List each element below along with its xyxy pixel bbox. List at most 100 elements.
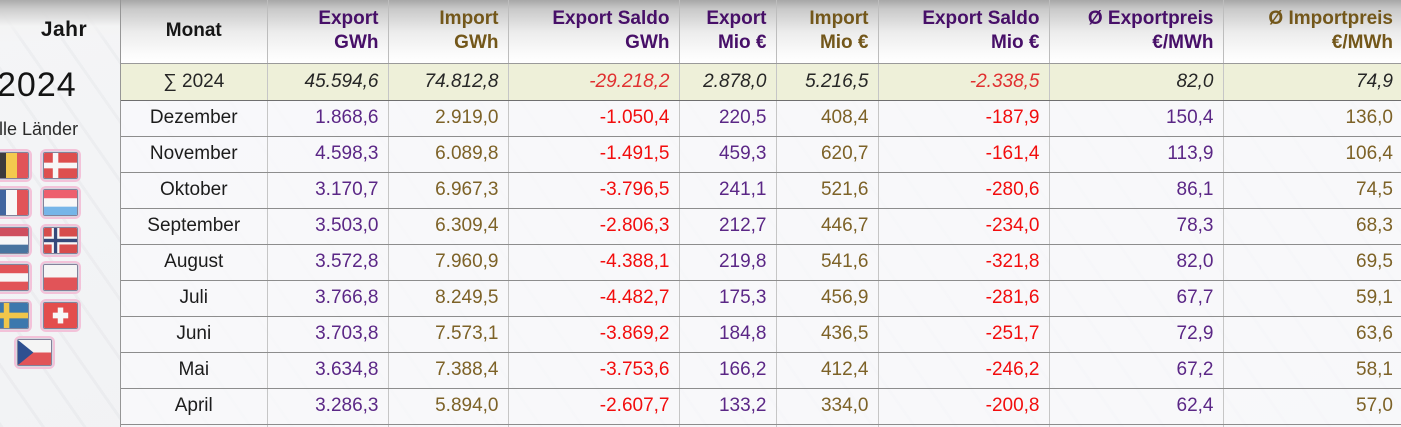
column-header-import-gwh[interactable]: Import GWh bbox=[387, 0, 508, 64]
table-cell: 241,1 bbox=[678, 172, 776, 209]
column-header-o-importpreis-mwh[interactable]: Ø Importpreis €/MWh bbox=[1222, 0, 1401, 64]
table-cell: 3.766,8 bbox=[266, 280, 388, 317]
country-flag-button-sweden[interactable] bbox=[0, 299, 32, 332]
month-label: Dezember bbox=[121, 100, 267, 137]
table-cell: 4.598,3 bbox=[266, 136, 388, 173]
table-cell bbox=[507, 424, 679, 427]
table-cell: -29.218,2 bbox=[507, 63, 679, 101]
month-label: Juni bbox=[121, 316, 267, 353]
table-cell: -2.607,7 bbox=[507, 388, 679, 425]
country-flag-button-netherlands[interactable] bbox=[0, 224, 32, 257]
table-cell: 219,8 bbox=[678, 244, 776, 281]
partial-next-row bbox=[121, 424, 1401, 427]
table-row-dezember: Dezember 1.868,6 2.919,0 -1.050,4 220,5 408,… bbox=[121, 100, 1401, 137]
table-cell: 456,9 bbox=[775, 280, 878, 317]
poland-flag-icon bbox=[43, 264, 78, 291]
belgium-flag-icon bbox=[0, 152, 29, 179]
column-header-export-mio[interactable]: Export Mio € bbox=[678, 0, 776, 64]
all-countries-option[interactable]: lle Länder bbox=[0, 119, 79, 139]
table-cell: 446,7 bbox=[775, 208, 878, 245]
table-cell: 136,0 bbox=[1222, 100, 1401, 137]
table-cell: 59,1 bbox=[1222, 280, 1401, 317]
table-cell: 6.089,8 bbox=[387, 136, 508, 173]
table-cell: -321,8 bbox=[877, 244, 1049, 281]
table-cell: 436,5 bbox=[775, 316, 878, 353]
country-flag-button-denmark[interactable] bbox=[40, 149, 81, 182]
country-flag-button-austria[interactable] bbox=[0, 261, 32, 294]
table-cell: 5.216,5 bbox=[775, 63, 878, 101]
table-cell: -1.491,5 bbox=[507, 136, 679, 173]
table-cell: 2.878,0 bbox=[678, 63, 776, 101]
country-flag-button-belgium[interactable] bbox=[0, 149, 32, 182]
country-flag-button-france[interactable] bbox=[0, 186, 32, 219]
table-cell: 1.868,6 bbox=[266, 100, 388, 137]
column-header-export-saldo-gwh[interactable]: Export Saldo GWh bbox=[507, 0, 679, 64]
table-cell: 334,0 bbox=[775, 388, 878, 425]
table-cell: 184,8 bbox=[678, 316, 776, 353]
table-cell bbox=[1222, 424, 1401, 427]
table-cell: 3.170,7 bbox=[266, 172, 388, 209]
column-unit: GWh bbox=[334, 32, 379, 54]
month-label: Juli bbox=[121, 280, 267, 317]
table-cell: -187,9 bbox=[877, 100, 1049, 137]
table-row-oktober: Oktober 3.170,7 6.967,3 -3.796,5 241,1 521,6… bbox=[121, 172, 1401, 209]
table-row-juli: Juli 3.766,8 8.249,5 -4.482,7 175,3 456,9 -28… bbox=[121, 280, 1401, 317]
table-cell bbox=[678, 424, 776, 427]
month-label: April bbox=[121, 388, 267, 425]
table-row-juni: Juni 3.703,8 7.573,1 -3.869,2 184,8 436,5 -25… bbox=[121, 316, 1401, 353]
table-cell: 3.503,0 bbox=[266, 208, 388, 245]
table-cell: 3.286,3 bbox=[266, 388, 388, 425]
table-cell: 7.388,4 bbox=[387, 352, 508, 389]
column-header-export-gwh[interactable]: Export GWh bbox=[266, 0, 388, 64]
country-flag-button-switzerland[interactable] bbox=[40, 299, 81, 332]
monthly-data-table-area: Monat Export GWh Import GWh Export Saldo GWh Ex… bbox=[120, 0, 1401, 427]
table-cell bbox=[775, 424, 878, 427]
table-row-november: November 4.598,3 6.089,8 -1.491,5 459,3 620,… bbox=[121, 136, 1401, 173]
selected-year[interactable]: 2024 bbox=[0, 66, 77, 104]
table-cell: 74,5 bbox=[1222, 172, 1401, 209]
table-cell: 175,3 bbox=[678, 280, 776, 317]
table-cell: 45.594,6 bbox=[266, 63, 388, 101]
table-cell: 67,2 bbox=[1048, 352, 1223, 389]
year-sum-row: ∑ 2024 45.594,6 74.812,8 -29.218,2 2.878,0 5… bbox=[121, 63, 1401, 101]
france-flag-icon bbox=[0, 189, 29, 216]
table-cell: 212,7 bbox=[678, 208, 776, 245]
table-cell: -3.753,6 bbox=[507, 352, 679, 389]
column-label: Ø Exportpreis bbox=[1087, 7, 1214, 29]
table-cell: 7.573,1 bbox=[387, 316, 508, 353]
country-flag-button-czech-republic[interactable] bbox=[14, 336, 55, 369]
country-flag-button-norway[interactable] bbox=[40, 224, 81, 257]
table-cell: -1.050,4 bbox=[507, 100, 679, 137]
table-row-mai: Mai 3.634,8 7.388,4 -3.753,6 166,2 412,4 -246… bbox=[121, 352, 1401, 389]
table-cell: 82,0 bbox=[1048, 244, 1223, 281]
table-cell: 133,2 bbox=[678, 388, 776, 425]
column-header-import-mio[interactable]: Import Mio € bbox=[775, 0, 878, 64]
table-cell: 541,6 bbox=[775, 244, 878, 281]
month-label: ∑ 2024 bbox=[121, 63, 267, 101]
column-unit: Mio € bbox=[717, 32, 767, 54]
table-cell: 8.249,5 bbox=[387, 280, 508, 317]
column-label: Import bbox=[439, 7, 499, 29]
table-cell: -251,7 bbox=[877, 316, 1049, 353]
column-header-export-saldo-mio[interactable]: Export Saldo Mio € bbox=[877, 0, 1049, 64]
table-cell: 620,7 bbox=[775, 136, 878, 173]
table-cell: -161,4 bbox=[877, 136, 1049, 173]
denmark-flag-icon bbox=[43, 152, 78, 179]
table-cell: -4.388,1 bbox=[507, 244, 679, 281]
country-flag-button-luxembourg[interactable] bbox=[40, 186, 81, 219]
country-flag-button-poland[interactable] bbox=[40, 261, 81, 294]
column-header-monat[interactable]: Monat bbox=[121, 0, 267, 64]
column-label: Import bbox=[809, 7, 869, 29]
austria-flag-icon bbox=[0, 264, 29, 291]
table-cell: 7.960,9 bbox=[387, 244, 508, 281]
table-cell bbox=[387, 424, 508, 427]
table-row-april: April 3.286,3 5.894,0 -2.607,7 133,2 334,0 -2… bbox=[121, 388, 1401, 425]
table-cell bbox=[121, 424, 267, 427]
netherlands-flag-icon bbox=[0, 227, 29, 254]
column-header-o-exportpreis-mwh[interactable]: Ø Exportpreis €/MWh bbox=[1048, 0, 1223, 64]
column-unit: GWh bbox=[454, 32, 499, 54]
table-cell: -3.869,2 bbox=[507, 316, 679, 353]
column-label: Export Saldo bbox=[552, 7, 670, 29]
table-cell: 86,1 bbox=[1048, 172, 1223, 209]
table-cell: 521,6 bbox=[775, 172, 878, 209]
